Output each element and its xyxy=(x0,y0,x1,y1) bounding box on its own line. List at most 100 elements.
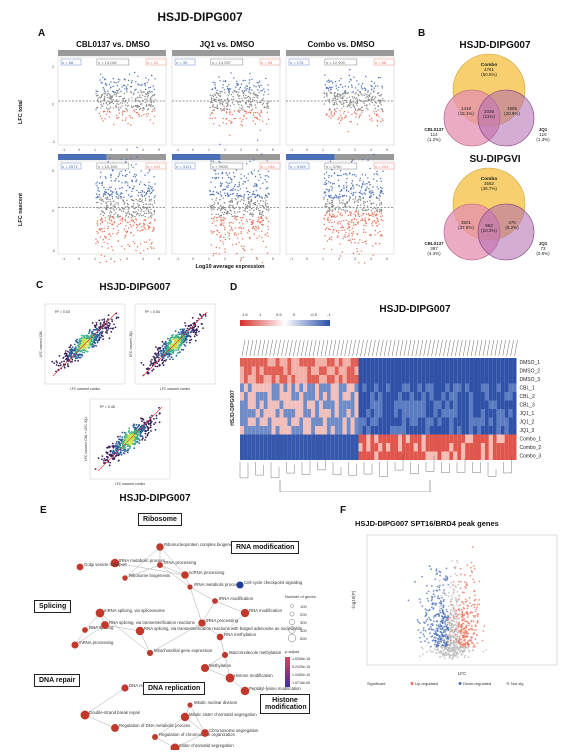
ma-point xyxy=(364,201,366,203)
heatmap-cell xyxy=(492,409,497,418)
ma-point xyxy=(123,196,125,198)
heatmap-cell xyxy=(425,451,430,460)
ma-point xyxy=(125,230,127,232)
scatter-point xyxy=(124,450,126,453)
count-badge xyxy=(288,162,310,170)
ma-point xyxy=(116,225,119,227)
ma-point xyxy=(148,190,151,192)
scatter-point xyxy=(82,348,84,351)
scatter-point xyxy=(154,428,157,431)
heatmap-cell xyxy=(322,426,327,435)
ma-point xyxy=(233,176,236,178)
ma-point xyxy=(107,225,110,228)
ma-point xyxy=(148,206,150,208)
heatmap-cell xyxy=(267,383,272,392)
ma-point xyxy=(135,218,137,220)
heatmap-cell xyxy=(445,426,450,435)
ma-point xyxy=(219,92,222,94)
ma-point xyxy=(108,193,110,195)
heatmap-cell xyxy=(433,417,438,426)
scatter-point xyxy=(155,346,157,348)
gene-label-tick xyxy=(281,339,285,357)
heatmap-cell xyxy=(382,400,387,409)
ma-point xyxy=(356,200,358,202)
ma-point xyxy=(348,220,350,223)
ma-point xyxy=(247,173,249,175)
scatter-point xyxy=(102,338,105,341)
heatmap-cell xyxy=(409,358,414,367)
ma-point xyxy=(140,170,142,172)
heatmap-cell xyxy=(275,375,280,384)
ma-point xyxy=(243,197,245,199)
count-badge xyxy=(373,162,395,170)
count-label: n = 68 xyxy=(62,60,74,65)
ma-point xyxy=(372,245,374,247)
ma-point xyxy=(339,214,341,216)
scatter-point xyxy=(102,321,105,324)
scatter-point xyxy=(128,427,131,430)
heatmap-cell xyxy=(457,417,462,426)
ma-point xyxy=(352,233,354,235)
heatmap-cell xyxy=(334,443,339,452)
ma-point xyxy=(343,110,346,113)
heatmap-cell xyxy=(315,400,319,409)
ma-point xyxy=(367,208,370,211)
ma-header-bar xyxy=(106,154,166,160)
ma-point xyxy=(126,202,128,205)
heatmap-row-label: DMSO_3 xyxy=(520,377,541,383)
ma-point xyxy=(136,146,138,149)
ma-title-cbl: CBL0137 vs. DMSO xyxy=(76,40,150,49)
ma-point xyxy=(221,182,223,185)
heatmap-cell xyxy=(311,443,316,452)
ma-point xyxy=(149,211,151,214)
panel-c-title: HSJD-DIPG007 xyxy=(99,282,171,293)
gene-label-tick xyxy=(269,339,273,357)
ma-point xyxy=(377,109,379,111)
ma-point xyxy=(210,193,212,196)
heatmap-cell xyxy=(512,366,517,375)
scatter-point xyxy=(147,431,150,434)
heatmap-cell xyxy=(429,417,434,426)
ma-point xyxy=(238,206,240,208)
ma-point xyxy=(346,174,348,176)
ma-point xyxy=(353,187,355,189)
heatmap-cell xyxy=(259,358,264,367)
ma-point xyxy=(221,172,224,174)
ma-point xyxy=(111,196,114,198)
ma-point xyxy=(212,105,214,107)
ma-point xyxy=(150,101,152,104)
heatmap-cell xyxy=(492,443,497,452)
ma-point xyxy=(378,194,380,196)
scatter-point xyxy=(73,347,76,350)
scatter-point xyxy=(109,449,112,452)
heatmap-cell xyxy=(255,358,260,367)
heatmap-cell xyxy=(508,417,513,426)
heatmap-cell xyxy=(480,451,485,460)
gene-label-tick xyxy=(372,339,376,357)
ma-point xyxy=(100,73,102,75)
ma-point xyxy=(323,91,325,94)
ma-point xyxy=(140,210,142,212)
ma-point xyxy=(148,181,150,184)
heatmap-cell xyxy=(303,443,308,452)
ma-point xyxy=(373,110,375,112)
heatmap-cell xyxy=(307,434,312,443)
ma-point xyxy=(324,228,327,231)
heatmap-cell xyxy=(394,392,398,401)
scatter-point xyxy=(109,322,111,325)
ma-point xyxy=(237,109,239,111)
heatmap-cell xyxy=(311,358,316,367)
heatmap-cell xyxy=(247,366,252,375)
scatter-point xyxy=(118,442,120,445)
ma-point xyxy=(220,218,222,220)
ma-point xyxy=(365,243,367,245)
ma-point xyxy=(211,213,213,216)
gene-label-tick xyxy=(380,339,384,357)
ma-point xyxy=(259,173,261,176)
scatter-point xyxy=(138,424,140,427)
scatter-point xyxy=(154,352,156,355)
heatmap-cell xyxy=(413,417,418,426)
scatter-point xyxy=(177,336,180,338)
ma-point xyxy=(330,205,333,208)
ma-point xyxy=(357,83,360,85)
